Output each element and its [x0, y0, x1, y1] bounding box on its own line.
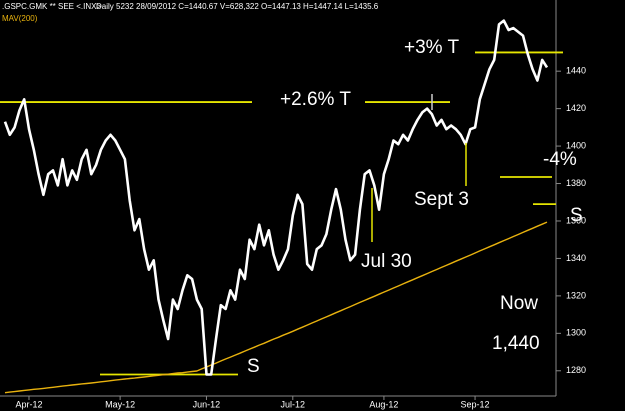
y-tick-label: 1420 — [566, 103, 586, 113]
x-tick-label: Aug-12 — [369, 399, 398, 409]
annotation: 1,440 — [492, 333, 540, 354]
annotation: Now — [500, 293, 538, 314]
y-tick-label: 1300 — [566, 328, 586, 338]
y-tick-label: 1320 — [566, 290, 586, 300]
x-tick-label: May-12 — [105, 399, 135, 409]
annotation: Jul 30 — [361, 251, 412, 272]
annotation: +3% T — [404, 37, 459, 58]
annotation: Sept 3 — [414, 189, 469, 210]
series-line — [3, 19, 549, 376]
x-tick-label: Jun-12 — [193, 399, 221, 409]
legend-entry: MAV(200) — [2, 14, 38, 23]
y-tick-label: 1360 — [566, 215, 586, 225]
series-line — [4, 221, 548, 394]
y-tick-label: 1400 — [566, 140, 586, 150]
annotation: S — [247, 356, 260, 377]
y-tick-label: 1340 — [566, 253, 586, 263]
plot: 1280 1300 1320 1340 1360 1380 1400 1420 1440 Apr-… — [0, 19, 586, 409]
annotation: S — [570, 205, 583, 226]
x-tick-label: Sep-12 — [461, 399, 490, 409]
x-tick-label: Apr-12 — [15, 399, 42, 409]
x-tick-label: Jul-12 — [281, 399, 306, 409]
annotation: +2.6% T — [280, 89, 351, 110]
y-tick-label: 1280 — [566, 365, 586, 375]
annotation: -4% — [543, 149, 577, 170]
chart-subtitle: Daily 5232 28/09/2012 C=1440.67 V=628,32… — [96, 2, 379, 11]
chart-title: .GSPC.GMK ** SEE <.INX> — [2, 2, 101, 11]
y-tick-label: 1440 — [566, 66, 586, 76]
y-tick-label: 1380 — [566, 178, 586, 188]
